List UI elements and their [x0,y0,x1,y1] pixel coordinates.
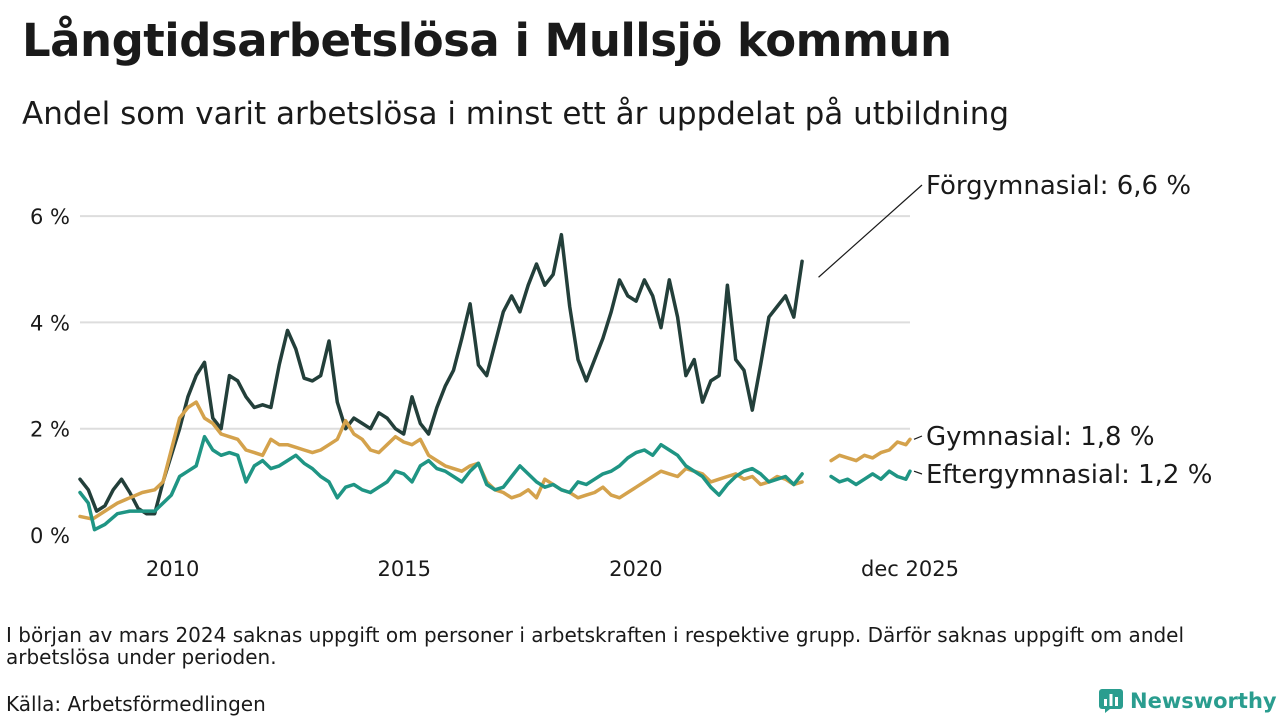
newsworthy-logo[interactable]: Newsworthy [1098,688,1277,714]
source-credit: Källa: Arbetsförmedlingen [6,692,266,716]
label-leader-frgymnasial [818,184,923,278]
label-leader-eftergymnasial [913,470,923,475]
chart-title: Långtidsarbetslösa i Mullsjö kommun [22,14,952,67]
series-label-eftergymnasial: Eftergymnasial: 1,2 % [926,460,1212,490]
series-line-eftergymnasial [78,434,804,532]
y-tick-label: 6 % [30,205,70,229]
chart-subtitle: Andel som varit arbetslösa i minst ett å… [22,96,1010,132]
footnote: I början av mars 2024 saknas uppgift om … [6,623,1185,669]
line-chart: 0 % 2 % 4 % 6 % 2010 2015 2020 dec 2025 Förgymn… [30,171,1212,581]
x-tick-label: 2015 [378,557,431,581]
x-tick-label: 2020 [609,557,662,581]
x-tick-label: dec 2025 [861,557,959,581]
label-leader-gymnasial [913,435,923,440]
x-tick-label: 2010 [146,557,199,581]
y-tick-label: 0 % [30,524,70,548]
series-label-gymnasial: Gymnasial: 1,8 % [926,422,1155,452]
series-line-eftergymnasial [829,469,912,487]
series-label-frgymnasial: Förgymnasial: 6,6 % [926,171,1191,201]
series-line-gymnasial [829,437,912,463]
y-tick-label: 4 % [30,311,70,335]
newsworthy-logo-text: Newsworthy [1130,689,1277,713]
series-line-frgymnasial [78,232,804,516]
y-tick-label: 2 % [30,418,70,442]
newsworthy-logo-icon [1099,689,1123,713]
series-line-gymnasial [78,400,804,521]
